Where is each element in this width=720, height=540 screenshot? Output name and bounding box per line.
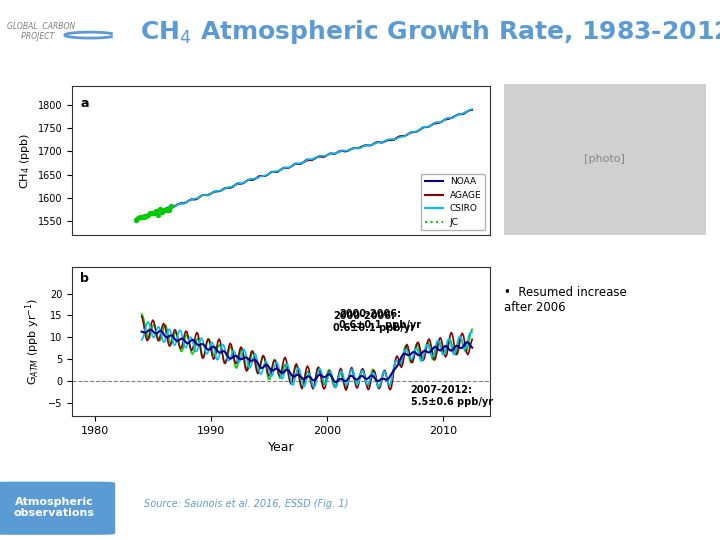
Point <box>153 211 164 220</box>
Text: Source: Saunois et al. 2016, ESSD (Fig. 1): Source: Saunois et al. 2016, ESSD (Fig. … <box>144 500 348 509</box>
Point <box>132 213 143 222</box>
Point <box>157 208 168 217</box>
Point <box>158 205 170 214</box>
Text: 2007-2012:
5.5±0.6 ppb/yr: 2007-2012: 5.5±0.6 ppb/yr <box>410 385 493 407</box>
Point <box>134 213 145 221</box>
Point <box>163 205 174 214</box>
Y-axis label: CH$_4$ (ppb): CH$_4$ (ppb) <box>18 133 32 188</box>
FancyBboxPatch shape <box>0 482 115 535</box>
Text: •  Slowdown of
atmospheric
growth rate
before 2006: • Slowdown of atmospheric growth rate be… <box>504 140 593 198</box>
Point <box>140 212 152 221</box>
Point <box>148 209 160 218</box>
Text: •  Resumed increase
after 2006: • Resumed increase after 2006 <box>504 286 626 314</box>
Text: b: b <box>81 272 89 285</box>
Text: GLOBAL  CARBON
      PROJECT: GLOBAL CARBON PROJECT <box>7 22 76 41</box>
X-axis label: Year: Year <box>268 441 294 454</box>
Point <box>143 211 154 219</box>
Legend: NOAA, AGAGE, CSIRO, JC: NOAA, AGAGE, CSIRO, JC <box>421 174 485 231</box>
Text: 2000-2006:
0.6±0.1 ppb/yr: 2000-2006: 0.6±0.1 ppb/yr <box>333 311 415 333</box>
Point <box>145 208 156 217</box>
Point <box>165 201 176 210</box>
Point <box>136 212 148 221</box>
Y-axis label: G$_{ATM}$ (ppb yr$^{-1}$): G$_{ATM}$ (ppb yr$^{-1}$) <box>24 298 42 385</box>
Text: 2000-2006:
0.6±0.1 ppb/yr: 2000-2006: 0.6±0.1 ppb/yr <box>339 309 421 330</box>
Point <box>146 208 158 217</box>
Point <box>130 215 142 224</box>
Point <box>150 207 162 215</box>
Text: a: a <box>81 97 89 110</box>
Point <box>155 205 166 213</box>
Point <box>161 206 172 214</box>
Text: Atmospheric
observations: Atmospheric observations <box>14 497 94 518</box>
Point <box>138 213 150 221</box>
Text: [photo]: [photo] <box>585 154 625 164</box>
Text: CH$_4$ Atmospheric Growth Rate, 1983-2012: CH$_4$ Atmospheric Growth Rate, 1983-201… <box>140 18 720 45</box>
